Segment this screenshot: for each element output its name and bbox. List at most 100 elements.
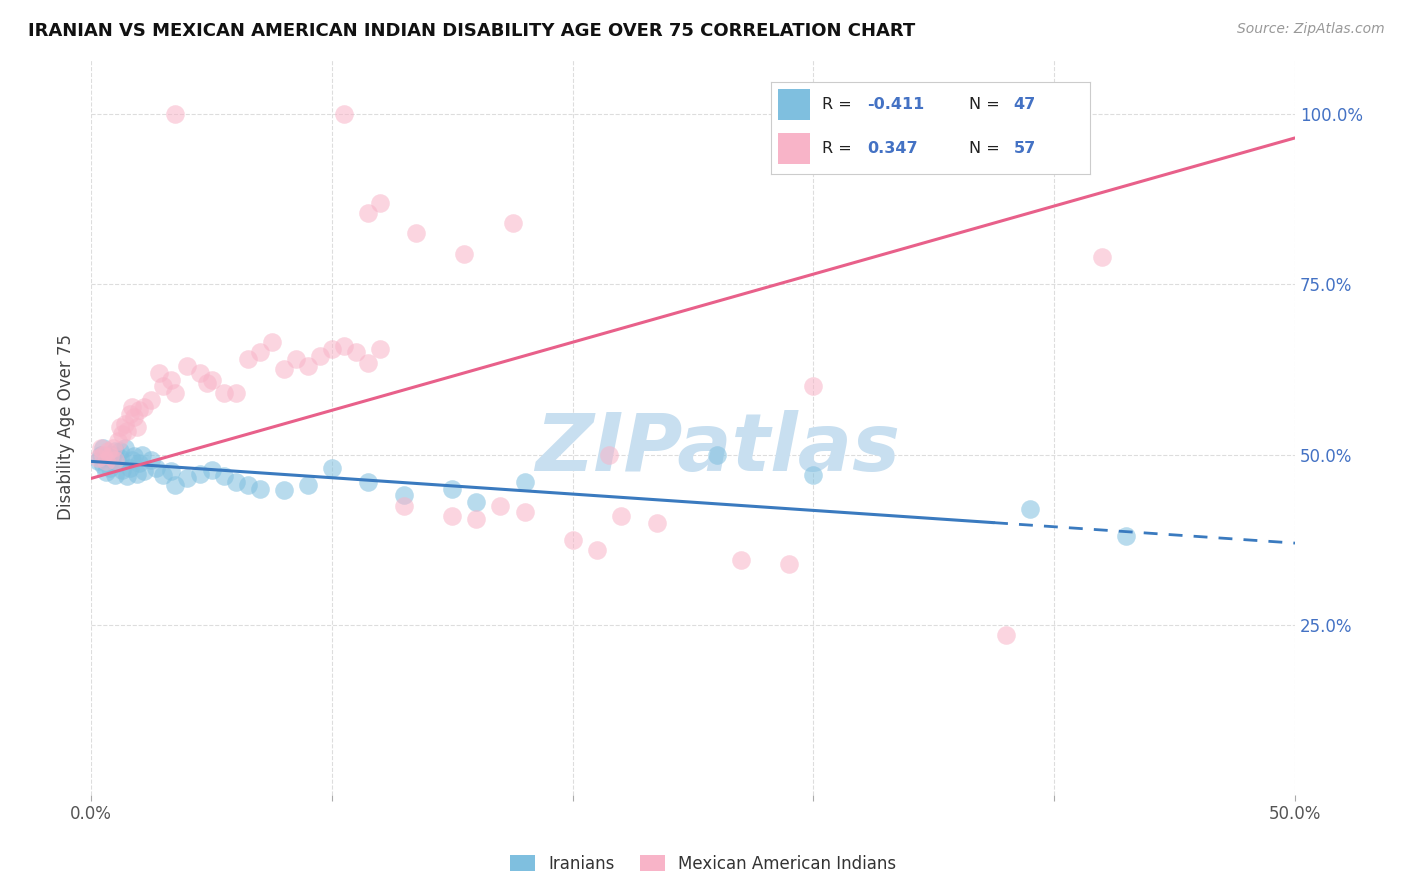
Point (108, 450, 131, 465)
Point (995, 628, 1018, 642)
Point (297, 478, 319, 492)
Point (502, 216, 524, 230)
Point (118, 461, 141, 475)
Point (225, 386, 247, 401)
Point (97, 450, 120, 465)
Point (159, 373, 181, 387)
Point (465, 495, 488, 509)
Point (489, 499, 512, 513)
Point (101, 441, 124, 455)
Point (121, 400, 143, 414)
Point (176, 471, 198, 485)
Point (90, 441, 112, 455)
Point (212, 469, 235, 483)
Point (148, 366, 170, 380)
Point (134, 464, 156, 478)
Point (368, 342, 391, 356)
Point (333, 338, 356, 352)
Point (273, 483, 295, 497)
Point (598, 448, 620, 462)
Point (1019, 502, 1042, 516)
Point (91, 448, 114, 462)
Point (108, 420, 131, 434)
Text: ZIPatlas: ZIPatlas (534, 410, 900, 489)
Point (128, 403, 150, 417)
Point (87, 454, 110, 468)
Point (121, 453, 143, 467)
Point (104, 468, 127, 483)
Point (803, 379, 825, 393)
Point (111, 462, 134, 476)
Point (114, 417, 136, 431)
Point (513, 475, 536, 489)
Point (134, 400, 156, 414)
Point (1091, 250, 1114, 264)
Text: IRANIAN VS MEXICAN AMERICAN INDIAN DISABILITY AGE OVER 75 CORRELATION CHART: IRANIAN VS MEXICAN AMERICAN INDIAN DISAB… (28, 22, 915, 40)
Point (91, 441, 114, 455)
Point (117, 424, 139, 438)
Point (730, 553, 752, 567)
Point (392, 499, 415, 513)
Point (159, 464, 181, 478)
Point (465, 512, 488, 526)
Point (249, 345, 271, 359)
Point (124, 449, 146, 463)
Point (97, 444, 120, 458)
Point (100, 461, 122, 475)
Point (1115, 529, 1137, 543)
Point (706, 448, 728, 462)
Point (91, 458, 114, 472)
Point (94, 454, 117, 468)
Point (104, 444, 127, 458)
Point (333, 107, 356, 121)
Point (200, 462, 222, 476)
Point (114, 441, 136, 455)
Point (118, 407, 141, 421)
Point (321, 461, 343, 475)
Point (344, 345, 367, 359)
Point (131, 448, 153, 462)
Point (357, 356, 380, 370)
Point (188, 366, 211, 380)
Point (124, 410, 146, 425)
Point (441, 482, 464, 496)
Point (405, 226, 427, 240)
Point (195, 376, 218, 390)
Point (165, 478, 187, 492)
Point (357, 475, 380, 489)
Point (249, 482, 271, 496)
Legend: Iranians, Mexican American Indians: Iranians, Mexican American Indians (503, 848, 903, 880)
Point (107, 434, 129, 448)
Point (141, 453, 163, 467)
Point (585, 542, 607, 557)
Point (111, 427, 134, 442)
Point (152, 379, 174, 393)
Point (297, 359, 319, 373)
Point (200, 373, 222, 387)
Point (176, 359, 198, 373)
Point (284, 352, 307, 367)
Point (165, 386, 187, 401)
Y-axis label: Disability Age Over 75: Disability Age Over 75 (58, 334, 75, 520)
Point (778, 557, 800, 571)
Point (260, 335, 283, 350)
Point (145, 461, 167, 475)
Point (645, 516, 668, 530)
Point (309, 349, 332, 363)
Point (441, 508, 464, 523)
Point (117, 469, 139, 483)
Point (128, 456, 150, 470)
Text: Source: ZipAtlas.com: Source: ZipAtlas.com (1237, 22, 1385, 37)
Point (165, 107, 187, 121)
Point (561, 533, 583, 547)
Point (368, 195, 391, 210)
Point (104, 453, 127, 467)
Point (107, 456, 129, 470)
Point (273, 362, 295, 376)
Point (357, 206, 380, 220)
Point (321, 342, 343, 356)
Point (225, 475, 247, 489)
Point (108, 444, 131, 458)
Point (87, 450, 110, 465)
Point (141, 393, 163, 408)
